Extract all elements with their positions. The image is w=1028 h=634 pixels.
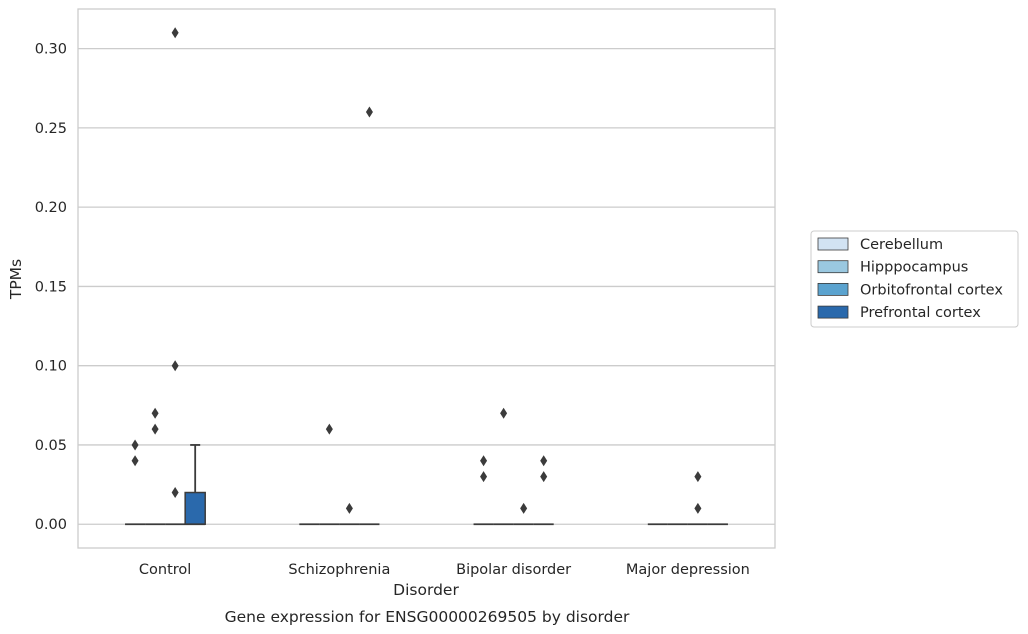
outlier-point	[520, 502, 528, 514]
legend-label: Prefrontal cortex	[860, 305, 981, 321]
outlier-point	[151, 423, 159, 435]
legend-label: Hipppocampus	[860, 260, 968, 276]
boxes	[125, 27, 728, 526]
legend-swatch	[817, 260, 849, 274]
x-tick-label: Control	[139, 562, 191, 578]
outlier-point	[151, 407, 159, 419]
y-tick-label: 0.00	[35, 517, 67, 533]
outlier-point	[365, 106, 373, 118]
outlier-point	[480, 471, 488, 483]
legend-swatch	[817, 282, 849, 296]
x-tick-label: Bipolar disorder	[456, 562, 571, 578]
plot-frame	[77, 8, 776, 549]
outlier-point	[325, 423, 333, 435]
y-tick-labels: 0.00 0.05 0.10 0.15 0.20 0.25 0.30	[35, 42, 67, 534]
chart-caption: Gene expression for ENSG00000269505 by d…	[225, 608, 630, 626]
outlier-point	[694, 502, 702, 514]
outlier-point	[540, 455, 548, 467]
outlier-point	[345, 502, 353, 514]
outlier-point	[171, 27, 179, 39]
legend-swatch	[817, 305, 849, 319]
outlier-point	[694, 471, 702, 483]
legend-label: Cerebellum	[860, 237, 943, 253]
outlier-point	[171, 360, 179, 372]
y-tick-label: 0.20	[35, 200, 67, 216]
y-tick-label: 0.25	[35, 121, 67, 137]
y-tick-label: 0.10	[35, 359, 67, 375]
x-axis-label: Disorder	[393, 581, 459, 599]
outlier-point	[171, 487, 179, 499]
x-tick-labels: Control Schizophrenia Bipolar disorder Majo…	[139, 562, 750, 578]
box	[184, 491, 206, 525]
outlier-point	[500, 407, 508, 419]
legend-frame	[810, 230, 1019, 328]
legend-label: Orbitofrontal cortex	[860, 282, 1003, 298]
outlier-point	[131, 439, 139, 451]
outlier-point	[540, 471, 548, 483]
x-tick-label: Major depression	[626, 562, 750, 578]
legend: Cerebellum Hipppocampus Orbitofrontal cort…	[810, 230, 1019, 328]
outlier-point	[131, 455, 139, 467]
legend-swatch	[817, 237, 849, 251]
y-tick-label: 0.05	[35, 438, 67, 454]
y-tick-label: 0.15	[35, 279, 67, 295]
y-axis-label: TPMs	[7, 259, 25, 300]
grid-lines	[78, 47, 775, 525]
x-tick-label: Schizophrenia	[288, 562, 390, 578]
y-tick-label: 0.30	[35, 42, 67, 58]
outlier-point	[480, 455, 488, 467]
